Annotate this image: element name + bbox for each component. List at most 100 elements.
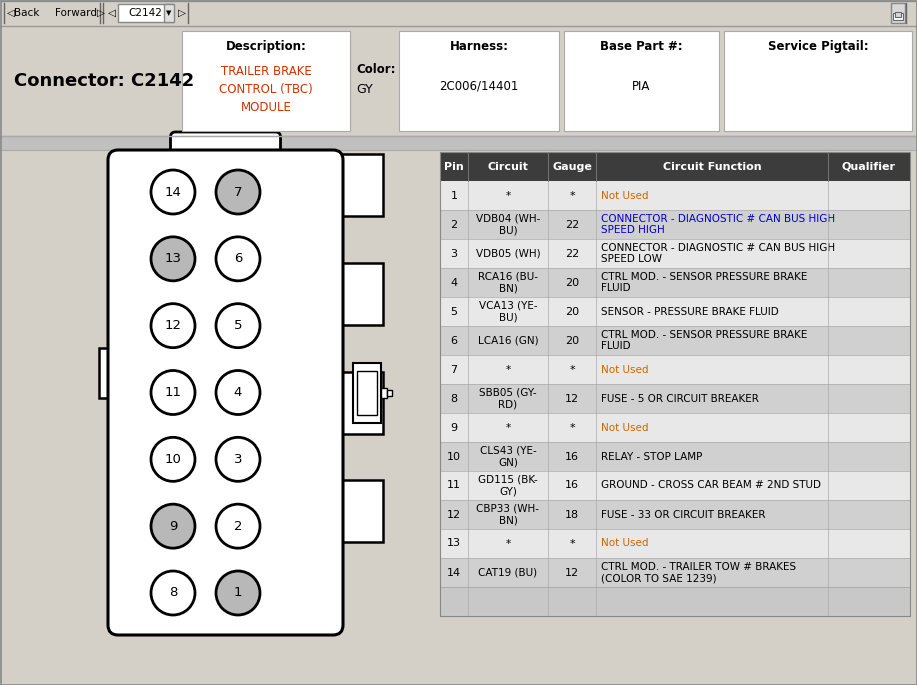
Bar bbox=[440, 587, 910, 616]
Bar bbox=[0, 136, 917, 150]
Text: Qualifier: Qualifier bbox=[842, 162, 896, 171]
Text: 12: 12 bbox=[447, 510, 461, 519]
Text: PIA: PIA bbox=[633, 79, 651, 92]
Text: 8: 8 bbox=[450, 393, 458, 403]
Text: Description:: Description: bbox=[226, 40, 306, 53]
Bar bbox=[325, 373, 330, 432]
Text: VDB04 (WH-
BU): VDB04 (WH- BU) bbox=[476, 214, 540, 235]
Text: GROUND - CROSS CAR BEAM # 2ND STUD: GROUND - CROSS CAR BEAM # 2ND STUD bbox=[601, 480, 821, 490]
Text: SBB05 (GY-
RD): SBB05 (GY- RD) bbox=[480, 388, 536, 409]
Text: 16: 16 bbox=[565, 451, 579, 462]
Text: 2C006/14401: 2C006/14401 bbox=[439, 79, 519, 92]
Text: 4: 4 bbox=[234, 386, 242, 399]
Text: 11: 11 bbox=[164, 386, 182, 399]
Text: RCA16 (BU-
BN): RCA16 (BU- BN) bbox=[478, 272, 538, 293]
Text: 1: 1 bbox=[450, 190, 458, 201]
Text: 11: 11 bbox=[447, 480, 461, 490]
Text: 6: 6 bbox=[450, 336, 458, 345]
Text: *: * bbox=[505, 538, 511, 549]
Text: CTRL MOD. - SENSOR PRESSURE BRAKE
FLUID: CTRL MOD. - SENSOR PRESSURE BRAKE FLUID bbox=[601, 329, 807, 351]
Circle shape bbox=[216, 237, 260, 281]
Text: Circuit Function: Circuit Function bbox=[663, 162, 761, 171]
Text: ◁: ◁ bbox=[108, 8, 116, 18]
Text: 2: 2 bbox=[234, 520, 242, 533]
Bar bbox=[0, 26, 917, 136]
Bar bbox=[724, 31, 912, 131]
Text: ▼: ▼ bbox=[166, 10, 171, 16]
Text: 3: 3 bbox=[234, 453, 242, 466]
Text: 22: 22 bbox=[565, 219, 580, 229]
Text: Forward▷: Forward▷ bbox=[55, 8, 105, 18]
Bar bbox=[440, 413, 910, 442]
Text: 6: 6 bbox=[234, 252, 242, 265]
Text: Not Used: Not Used bbox=[601, 190, 648, 201]
Text: 18: 18 bbox=[565, 510, 579, 519]
Text: ◁Back: ◁Back bbox=[7, 8, 40, 18]
Bar bbox=[381, 388, 387, 397]
Text: CBP33 (WH-
BN): CBP33 (WH- BN) bbox=[477, 504, 539, 525]
Text: Color:: Color: bbox=[356, 62, 395, 75]
Circle shape bbox=[151, 504, 195, 548]
Bar bbox=[325, 480, 383, 543]
Text: CONNECTOR - DIAGNOSTIC # CAN BUS HIGH
SPEED LOW: CONNECTOR - DIAGNOSTIC # CAN BUS HIGH SP… bbox=[601, 242, 835, 264]
Text: CAT19 (BU): CAT19 (BU) bbox=[479, 567, 537, 577]
Text: Connector: C2142: Connector: C2142 bbox=[14, 72, 194, 90]
Text: 13: 13 bbox=[164, 252, 182, 265]
Bar bbox=[353, 362, 381, 423]
FancyBboxPatch shape bbox=[171, 132, 281, 170]
Text: Gauge: Gauge bbox=[552, 162, 592, 171]
Text: 10: 10 bbox=[164, 453, 182, 466]
Bar bbox=[440, 181, 910, 210]
Bar bbox=[178, 157, 273, 165]
Text: C2142: C2142 bbox=[128, 8, 162, 18]
Text: 20: 20 bbox=[565, 336, 579, 345]
Text: *: * bbox=[569, 423, 575, 432]
Bar bbox=[325, 264, 330, 324]
Text: *: * bbox=[569, 538, 575, 549]
Circle shape bbox=[151, 237, 195, 281]
Text: 8: 8 bbox=[169, 586, 177, 599]
Text: 14: 14 bbox=[447, 567, 461, 577]
Text: Harness:: Harness: bbox=[449, 40, 509, 53]
Text: LCA16 (GN): LCA16 (GN) bbox=[478, 336, 538, 345]
Circle shape bbox=[151, 571, 195, 615]
Circle shape bbox=[216, 303, 260, 348]
Bar bbox=[440, 268, 910, 297]
Text: 12: 12 bbox=[565, 567, 579, 577]
Text: *: * bbox=[569, 190, 575, 201]
Bar bbox=[440, 152, 910, 181]
Text: FUSE - 33 OR CIRCUIT BREAKER: FUSE - 33 OR CIRCUIT BREAKER bbox=[601, 510, 766, 519]
Bar bbox=[325, 482, 330, 541]
Text: Pin: Pin bbox=[444, 162, 464, 171]
Text: 9: 9 bbox=[450, 423, 458, 432]
Bar bbox=[325, 371, 383, 434]
Bar bbox=[440, 210, 910, 239]
Bar bbox=[440, 442, 910, 471]
Text: 20: 20 bbox=[565, 277, 579, 288]
Bar bbox=[440, 500, 910, 529]
Text: *: * bbox=[569, 364, 575, 375]
Circle shape bbox=[216, 504, 260, 548]
Text: *: * bbox=[505, 190, 511, 201]
Text: 1: 1 bbox=[234, 586, 242, 599]
Bar bbox=[182, 31, 350, 131]
Text: GY: GY bbox=[356, 82, 372, 95]
Bar bbox=[895, 12, 901, 17]
Text: CONNECTOR - DIAGNOSTIC # CAN BUS HIGH
SPEED HIGH: CONNECTOR - DIAGNOSTIC # CAN BUS HIGH SP… bbox=[601, 214, 835, 236]
Text: CTRL MOD. - SENSOR PRESSURE BRAKE
FLUID: CTRL MOD. - SENSOR PRESSURE BRAKE FLUID bbox=[601, 272, 807, 293]
Text: 12: 12 bbox=[565, 393, 579, 403]
Text: 12: 12 bbox=[164, 319, 182, 332]
Circle shape bbox=[216, 371, 260, 414]
Text: *: * bbox=[505, 364, 511, 375]
Text: 3: 3 bbox=[450, 249, 458, 258]
Circle shape bbox=[151, 170, 195, 214]
FancyBboxPatch shape bbox=[108, 150, 343, 635]
Bar bbox=[357, 371, 377, 414]
Bar bbox=[399, 31, 559, 131]
Circle shape bbox=[216, 437, 260, 482]
Bar bbox=[440, 239, 910, 268]
Bar bbox=[0, 0, 917, 26]
Bar bbox=[325, 154, 383, 216]
Bar bbox=[118, 349, 123, 397]
Bar bbox=[440, 471, 910, 500]
